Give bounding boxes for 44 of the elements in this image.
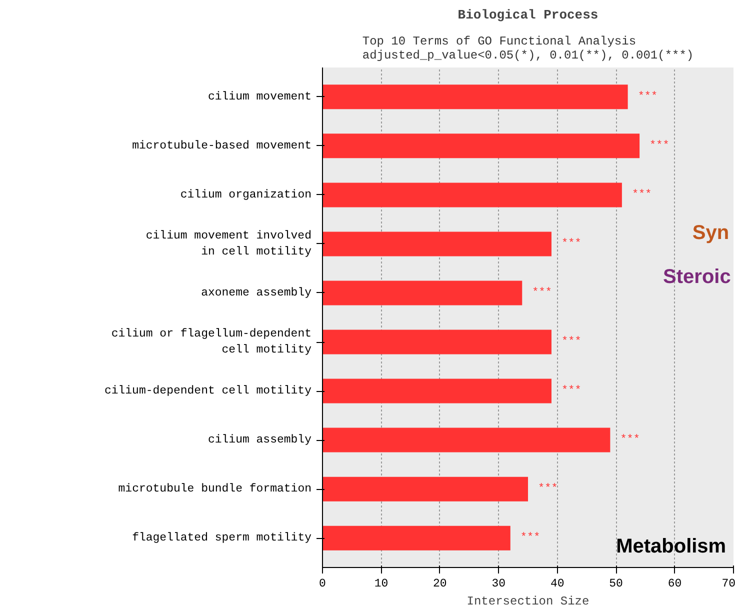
- bar: [322, 134, 640, 158]
- y-tick-label: cilium assembly: [208, 434, 312, 447]
- chart-subtitle: Top 10 Terms of GO Functional Analysis adjusted_p_value<0.05(*), 0.01(**), 0.001(***): [362, 34, 694, 62]
- data-label: ***: [520, 532, 540, 544]
- x-tick-label: 70: [722, 578, 735, 590]
- y-tick-label: cilium organization: [180, 188, 312, 202]
- y-tick-label: axoneme assembly: [201, 286, 312, 300]
- bar: [322, 182, 622, 208]
- x-tick-label: 0: [319, 578, 326, 590]
- bar: [322, 378, 552, 404]
- data-label: ***: [638, 90, 658, 103]
- data-label: ***: [561, 385, 582, 398]
- annotation: Syn: [692, 222, 730, 244]
- x-tick-label: 10: [374, 578, 388, 590]
- bar: [322, 280, 522, 306]
- x-axis-title: Intersection Size: [466, 594, 590, 608]
- x-tick-label: 20: [433, 578, 447, 590]
- y-tick-label: cilium-dependent cell motility: [104, 384, 312, 398]
- y-tick-label: microtubule-based movement: [132, 139, 312, 152]
- y-tick-label: cilium or flagellum-dependent cell motility: [111, 328, 312, 356]
- x-tick-label: 60: [668, 578, 682, 590]
- bar: [322, 330, 552, 354]
- y-tick-label: cilium movement: [208, 90, 312, 104]
- y-tick-label: flagellated sperm motility: [132, 532, 312, 545]
- x-tick-label: 50: [609, 578, 624, 590]
- bar: [322, 526, 510, 550]
- data-label: ***: [561, 336, 582, 348]
- chart-title: Biological Process: [458, 8, 598, 22]
- bar: [322, 428, 610, 452]
- y-tick-label: cilium movement involved in cell motility: [146, 230, 312, 258]
- bar: [322, 232, 552, 256]
- data-label: ***: [632, 188, 652, 201]
- x-tick-label: 30: [492, 578, 506, 590]
- data-label: ***: [532, 286, 552, 299]
- x-tick-label: 40: [550, 578, 564, 590]
- bar: [322, 84, 628, 110]
- bar: [322, 476, 528, 502]
- annotation: Metabolism: [616, 536, 726, 558]
- data-label: ***: [650, 140, 670, 152]
- data-label: ***: [620, 434, 640, 446]
- y-tick-label: microtubule bundle formation: [118, 482, 312, 496]
- data-label: ***: [561, 238, 582, 250]
- data-label: ***: [538, 483, 558, 496]
- annotation: Steroic: [663, 266, 731, 288]
